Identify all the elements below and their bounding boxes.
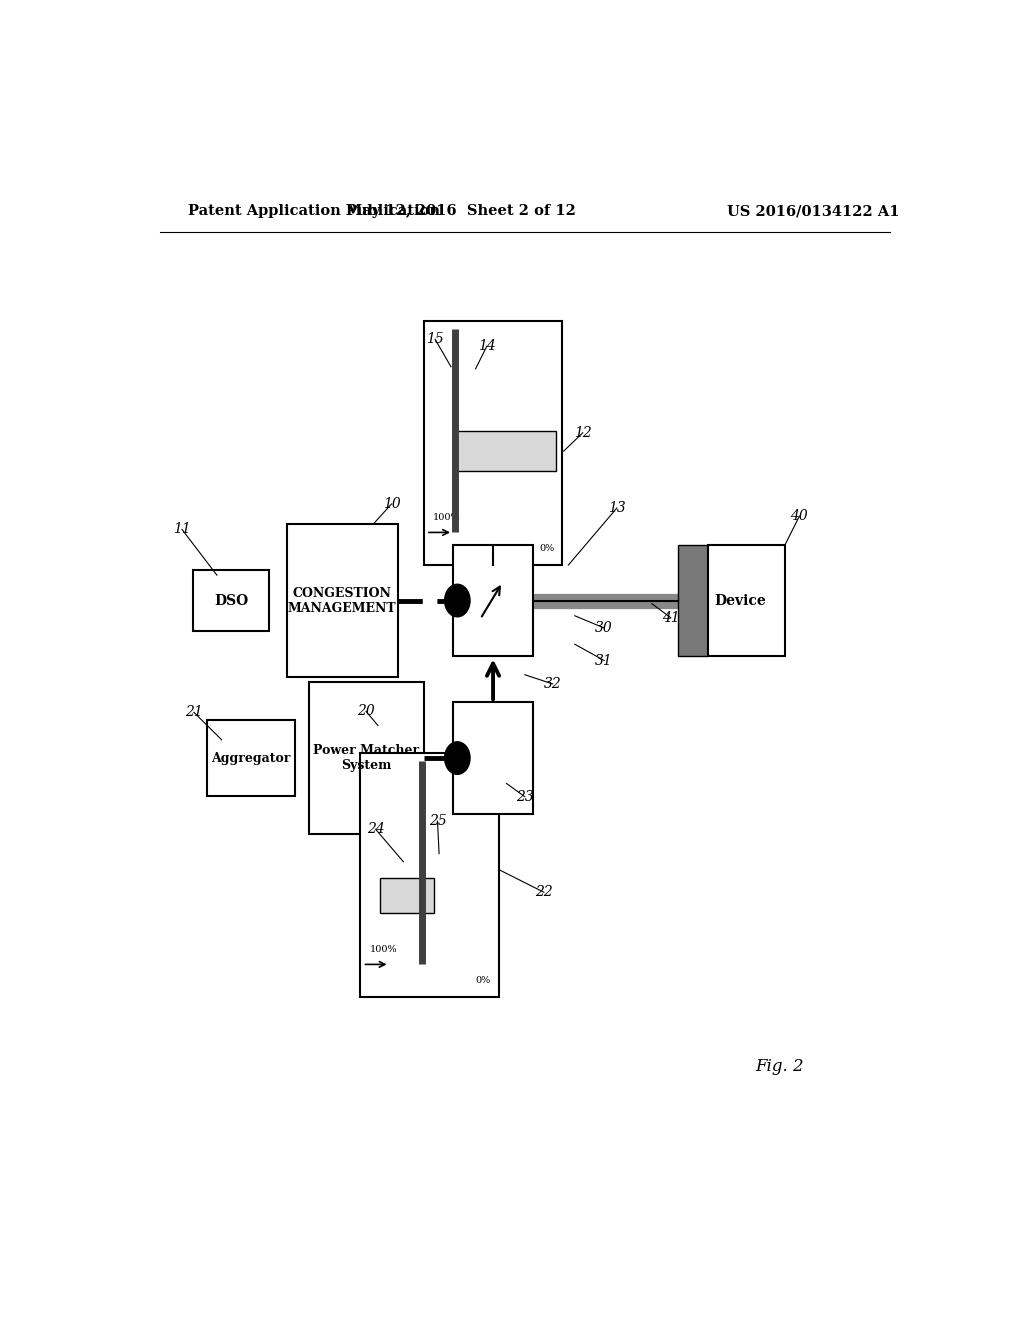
Bar	[207, 719, 295, 796]
Text: 100%: 100%	[370, 945, 397, 954]
Text: Device: Device	[714, 594, 766, 607]
Text: 23: 23	[516, 789, 534, 804]
Text: 10: 10	[383, 496, 400, 511]
Bar	[308, 682, 424, 834]
Text: US 2016/0134122 A1: US 2016/0134122 A1	[727, 205, 900, 218]
Text: May 12, 2016  Sheet 2 of 12: May 12, 2016 Sheet 2 of 12	[346, 205, 577, 218]
Text: 40: 40	[791, 510, 808, 523]
Bar	[360, 752, 499, 997]
Text: 21: 21	[185, 705, 203, 719]
Circle shape	[444, 585, 470, 616]
Text: 100%: 100%	[433, 513, 461, 523]
Text: 20: 20	[357, 705, 375, 718]
Text: 13: 13	[608, 502, 626, 515]
Bar	[194, 570, 269, 631]
Text: 32: 32	[544, 677, 561, 690]
Text: 30: 30	[595, 620, 613, 635]
Text: 12: 12	[573, 426, 592, 440]
Bar	[454, 702, 532, 814]
Circle shape	[444, 742, 470, 775]
Bar	[456, 430, 556, 471]
Text: 25: 25	[429, 814, 446, 828]
Bar	[287, 524, 398, 677]
Bar	[424, 321, 562, 565]
Text: 0%: 0%	[540, 544, 555, 553]
Text: Power Matcher
System: Power Matcher System	[313, 744, 419, 772]
Bar	[708, 545, 784, 656]
Text: Fig. 2: Fig. 2	[755, 1059, 804, 1076]
Text: DSO: DSO	[214, 594, 248, 607]
Text: 0%: 0%	[476, 975, 492, 985]
Text: 41: 41	[662, 611, 680, 624]
Text: 14: 14	[478, 339, 496, 354]
Bar	[454, 545, 532, 656]
Text: 22: 22	[535, 886, 553, 899]
Text: 31: 31	[595, 653, 613, 668]
Text: 11: 11	[173, 523, 190, 536]
Text: Patent Application Publication: Patent Application Publication	[187, 205, 439, 218]
Text: 15: 15	[426, 333, 444, 346]
Text: Aggregator: Aggregator	[211, 751, 291, 764]
Bar	[678, 545, 708, 656]
Bar	[380, 878, 433, 913]
Text: CONGESTION
MANAGEMENT: CONGESTION MANAGEMENT	[288, 586, 396, 615]
Text: 24: 24	[367, 822, 384, 837]
